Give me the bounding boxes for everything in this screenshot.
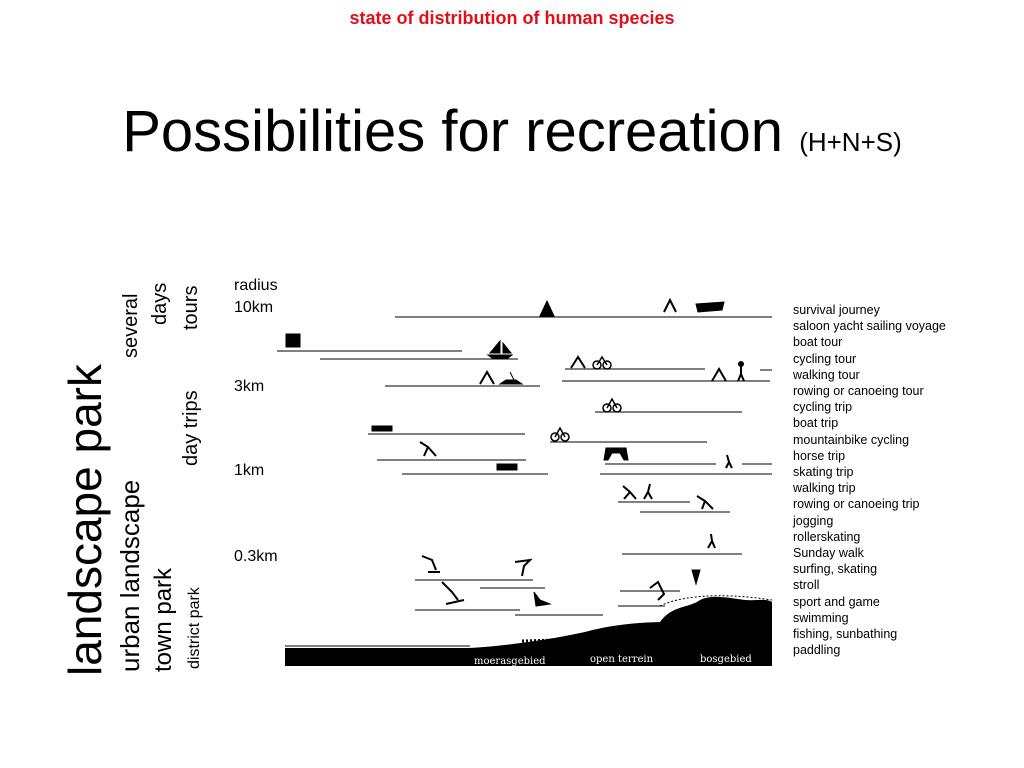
tent-icon xyxy=(479,370,495,385)
skater-icon xyxy=(696,495,714,510)
activity-item: horse trip xyxy=(793,448,846,463)
horse-rider-icon xyxy=(603,447,629,461)
walker-icon xyxy=(691,569,701,586)
walker-icon xyxy=(725,454,733,469)
activity-icons xyxy=(285,297,745,607)
slide-caption: state of distribution of human species xyxy=(349,8,675,28)
radius-10km: 10km xyxy=(234,299,274,316)
jogger-icon xyxy=(622,485,637,500)
activity-item: rollerskating xyxy=(793,529,861,544)
train-icon xyxy=(285,333,301,348)
walker-icon xyxy=(707,533,716,549)
range-lines xyxy=(277,316,772,616)
activity-item: walking trip xyxy=(793,481,856,496)
forest-canopy xyxy=(660,596,772,624)
activity-item: walking tour xyxy=(793,367,860,382)
activity-item: saloon yacht sailing voyage xyxy=(793,319,946,334)
terrain-profile: moerasgebied open terrein bosgebied xyxy=(285,595,773,667)
bicycle-icon xyxy=(550,426,570,442)
activity-item: rowing or canoeing trip xyxy=(793,497,920,512)
activity-item: swimming xyxy=(793,610,849,625)
terrain-label-open: open terrein xyxy=(590,654,654,665)
activity-item: cycling trip xyxy=(793,400,853,415)
activity-item: mountainbike cycling xyxy=(793,432,910,447)
slide-title: Possibilities for recreation (H+N+S) xyxy=(0,96,1024,178)
radius-heading: radius xyxy=(234,277,278,294)
walker-icon xyxy=(643,483,653,500)
activity-item: boat trip xyxy=(793,416,839,431)
activity-item: Sunday walk xyxy=(793,546,864,561)
activity-item: survival journey xyxy=(793,303,880,317)
bicycle-icon xyxy=(602,397,622,413)
canoe-icon xyxy=(498,371,524,385)
activity-item: skating trip xyxy=(793,465,854,480)
title-main: Possibilities for recreation xyxy=(122,99,784,164)
terrain-label-forest: bosgebied xyxy=(700,654,752,665)
tent-icon xyxy=(539,299,555,317)
activity-item: rowing or canoeing tour xyxy=(793,384,924,399)
radius-1km: 1km xyxy=(234,462,265,479)
bicycle-icon xyxy=(592,355,612,370)
tent-icon xyxy=(663,297,677,313)
boat-icon xyxy=(695,301,725,313)
activity-item: sport and game xyxy=(793,594,880,609)
swimmer-icon xyxy=(533,591,552,607)
activity-item: jogging xyxy=(793,513,834,528)
boat-icon xyxy=(371,425,393,432)
activity-item: cycling tour xyxy=(793,351,857,366)
sailboat-icon xyxy=(486,339,514,359)
skater-icon xyxy=(514,558,533,577)
radius-0-3km: 0.3km xyxy=(234,548,278,565)
walker-icon xyxy=(737,361,745,382)
boat-icon xyxy=(496,463,518,471)
tent-icon xyxy=(570,355,586,369)
activity-item: paddling xyxy=(793,643,841,658)
radius-3km: 3km xyxy=(234,378,265,395)
activity-list: survival journey saloon yacht sailing vo… xyxy=(793,302,946,658)
surfer-icon xyxy=(421,555,440,573)
fisher-icon xyxy=(649,580,666,601)
terrain-label-marsh: moerasgebied xyxy=(474,656,546,667)
title-suffix: (H+N+S) xyxy=(799,127,902,157)
activity-item: boat tour xyxy=(793,335,843,350)
skater-icon xyxy=(419,441,437,457)
activity-item: surfing, skating xyxy=(793,562,878,577)
tent-icon xyxy=(711,367,727,382)
ground-profile xyxy=(285,616,772,666)
activity-item: stroll xyxy=(793,578,820,593)
surfer-icon xyxy=(441,581,465,605)
activity-item: fishing, sunbathing xyxy=(793,627,898,642)
forest-tree-tops xyxy=(659,595,773,607)
